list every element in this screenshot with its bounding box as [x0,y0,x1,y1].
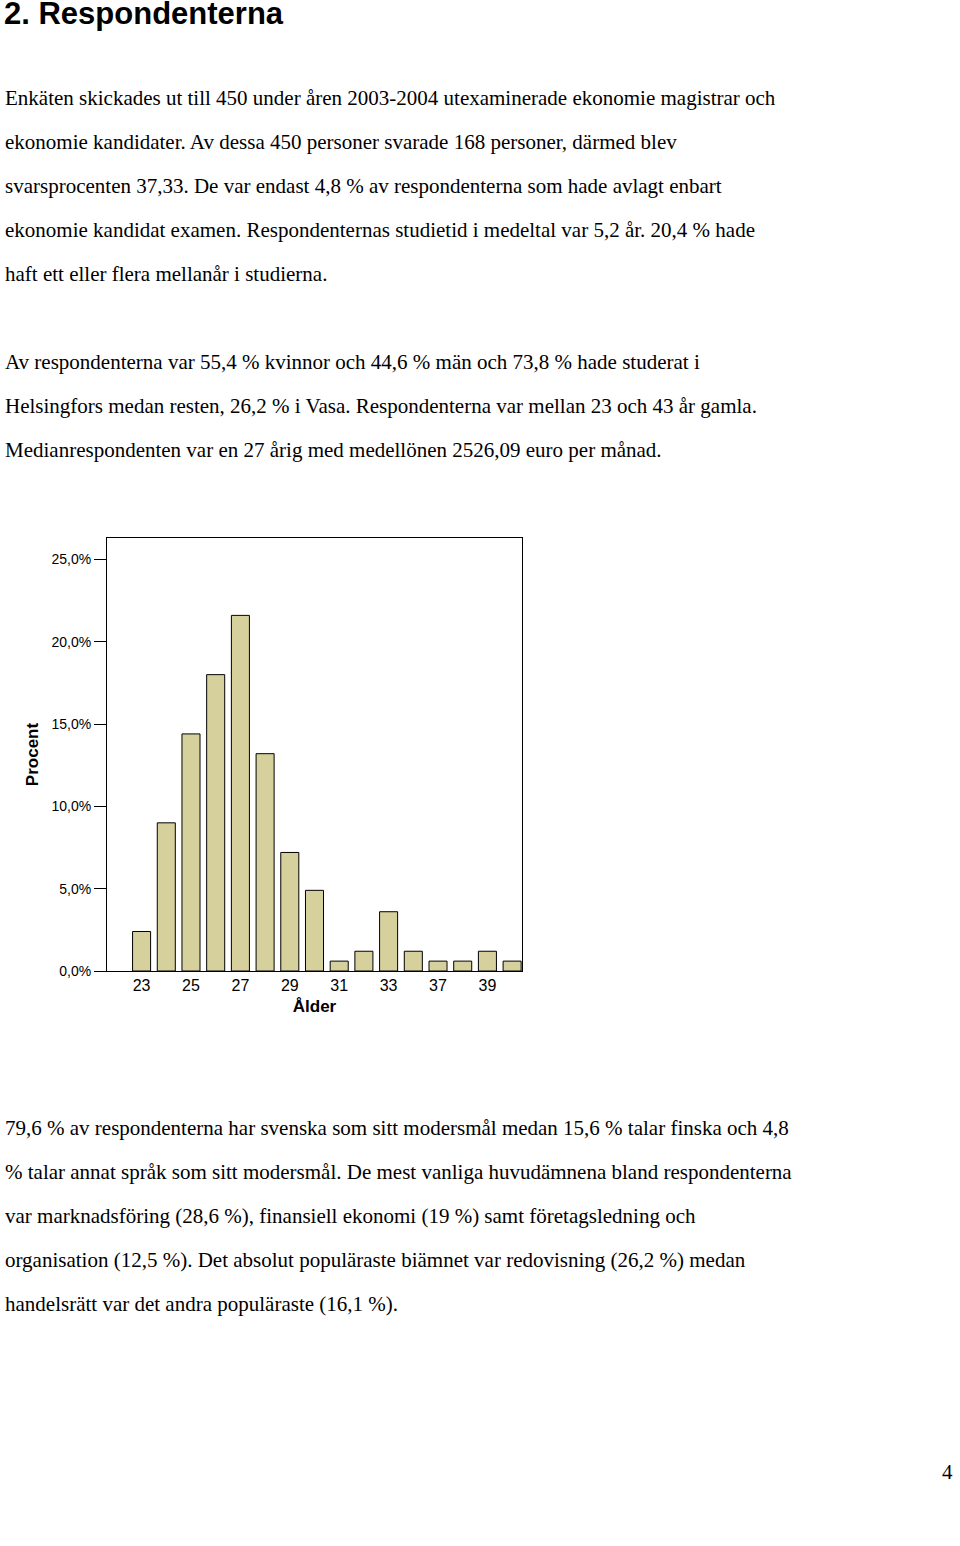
svg-text:Procent: Procent [23,723,42,787]
html-text:svarsprocenten 37,33. De var e: svarsprocenten 37,33. De var endast 4,8 … [5,174,722,198]
html-text:Helsingfors medan resten, 26,2: Helsingfors medan resten, 26,2 % i Vasa.… [5,394,757,418]
html-text:handelsrätt var det andra popu: handelsrätt var det andra populäraste (1… [5,1292,398,1316]
html-text:4: 4 [942,1460,953,1484]
html-text:% talar annat språk som sitt m: % talar annat språk som sitt modersmål. … [5,1160,792,1184]
svg-text:5,0%: 5,0% [59,881,91,897]
svg-text:39: 39 [479,977,497,994]
html-text:Enkäten skickades ut till 450: Enkäten skickades ut till 450 under åren… [5,86,776,110]
html-text:Av respondenterna var 55,4 % k: Av respondenterna var 55,4 % kvinnor och… [5,350,700,374]
svg-text:27: 27 [231,977,249,994]
svg-text:33: 33 [380,977,398,994]
svg-text:15,0%: 15,0% [51,716,91,732]
svg-text:Ålder: Ålder [293,997,337,1016]
html-text:79,6 % av respondenterna har s: 79,6 % av respondenterna har svenska som… [5,1116,789,1140]
svg-text:0,0%: 0,0% [59,963,91,979]
svg-text:29: 29 [281,977,299,994]
html-text:ekonomie kandidater. Av dessa: ekonomie kandidater. Av dessa 450 person… [5,130,677,154]
html-text:ekonomie kandidat examen. Resp: ekonomie kandidat examen. Respondenterna… [5,218,755,242]
svg-text:31: 31 [330,977,348,994]
svg-text:37: 37 [429,977,447,994]
html-text:haft ett eller flera mellanår: haft ett eller flera mellanår i studiern… [5,262,328,286]
html-text:var marknadsföring (28,6 %), f: var marknadsföring (28,6 %), finansiell … [5,1204,696,1228]
html-text:Medianrespondenten var en 27 å: Medianrespondenten var en 27 årig med me… [5,438,662,462]
svg-text:25: 25 [182,977,200,994]
svg-text:25,0%: 25,0% [51,551,91,567]
html-text:organisation (12,5 %). Det abs: organisation (12,5 %). Det absolut popul… [5,1248,746,1272]
svg-text:20,0%: 20,0% [51,634,91,650]
svg-text:23: 23 [133,977,151,994]
svg-text:10,0%: 10,0% [51,798,91,814]
